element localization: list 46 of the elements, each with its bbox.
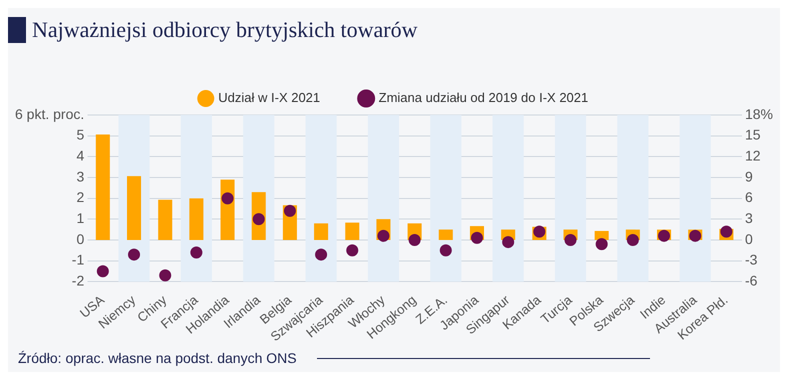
bar — [345, 222, 360, 240]
point — [470, 232, 483, 244]
y-tick-label: -2 — [72, 272, 84, 289]
y2-tick-label: -3 — [744, 252, 758, 268]
point — [440, 244, 452, 256]
y2-tick-label: 18% — [744, 106, 774, 122]
bar — [127, 176, 142, 240]
y2-tick-label: 12 — [744, 148, 761, 164]
point — [222, 192, 234, 204]
bar — [96, 134, 110, 240]
bar — [189, 198, 204, 240]
point — [596, 238, 608, 250]
y-tick-label: 2 — [76, 189, 84, 206]
y-tick-label: 0 — [76, 230, 84, 247]
legend-label: Udział w I-X 2021 — [218, 90, 320, 106]
y2-tick-label: -6 — [744, 272, 758, 289]
y2-tick-label: 15 — [744, 126, 761, 143]
bar — [158, 200, 172, 240]
point — [284, 204, 296, 217]
y2-tick-label: 6 — [744, 189, 753, 206]
y2-tick-label: 0 — [744, 230, 753, 247]
y-tick-label: 1 — [76, 210, 84, 226]
bar — [438, 230, 453, 240]
y-tick-label: 6 pkt. proc. — [14, 106, 84, 122]
y-tick-label: 5 — [76, 126, 84, 143]
point — [626, 234, 639, 246]
y-tick-label: 3 — [76, 168, 84, 184]
point — [159, 269, 172, 282]
point — [502, 236, 514, 248]
point — [315, 248, 328, 261]
text: Źródło: oprac. własne na podst. danych ONS — [18, 350, 297, 366]
y-tick-label: -1 — [72, 252, 84, 268]
point — [346, 244, 358, 256]
y2-tick-label: 3 — [744, 210, 753, 226]
point — [128, 248, 140, 261]
point — [190, 246, 202, 258]
point — [564, 234, 577, 246]
point — [720, 226, 732, 238]
bar — [594, 230, 609, 240]
y-tick-label: 4 — [76, 148, 84, 164]
bar — [314, 223, 328, 240]
point — [96, 265, 109, 278]
chart-title: Najważniejsi odbiorcy brytyjskich towarów — [31, 17, 418, 43]
legend-label: Zmiana udziału od 2019 do I-X 2021 — [378, 90, 588, 106]
point — [408, 234, 421, 246]
y2-tick-label: 9 — [744, 168, 753, 184]
